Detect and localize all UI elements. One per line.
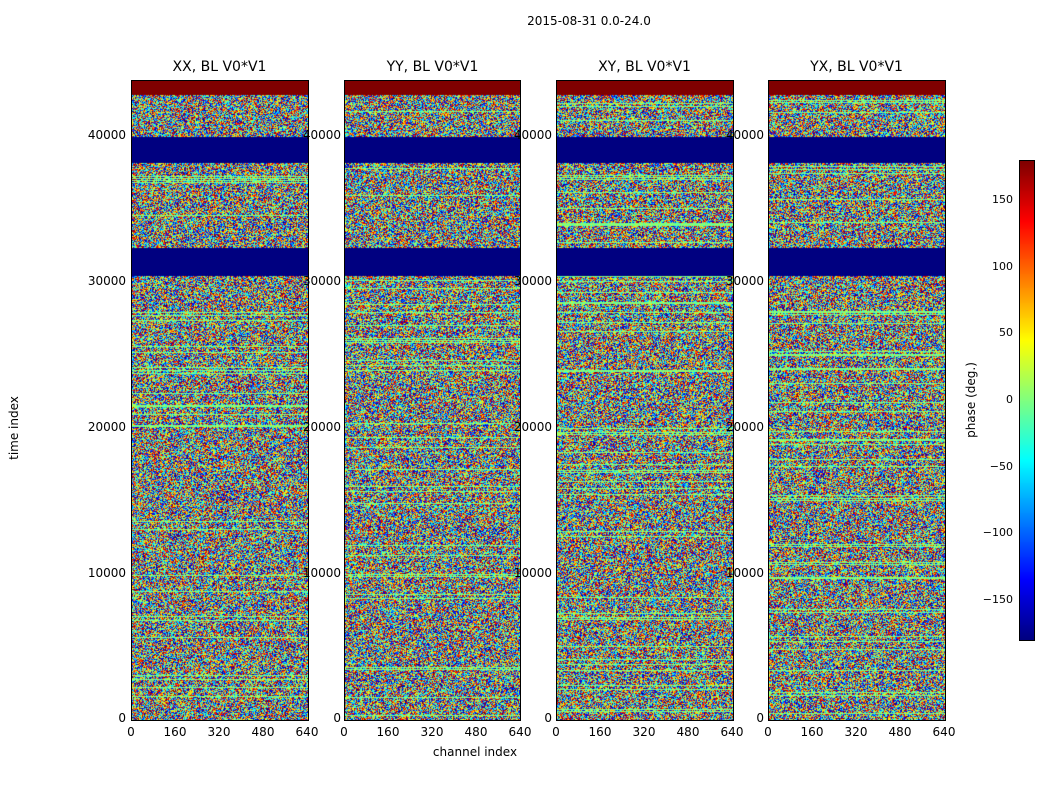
xtick-label: 320: [420, 725, 444, 739]
ytick-label: 0: [544, 711, 552, 725]
ytick-label: 0: [333, 711, 341, 725]
heatmap-panel-yx: [768, 80, 946, 721]
ytick-label: 30000: [87, 274, 126, 288]
xtick-label: 0: [764, 725, 772, 739]
xtick-label: 160: [163, 725, 187, 739]
ytick-label: 40000: [513, 128, 552, 142]
panel-title-yy: YY, BL V0*V1: [386, 59, 479, 75]
colorbar: [1019, 160, 1035, 641]
ytick-label: 40000: [87, 128, 126, 142]
xtick-label: 640: [295, 725, 319, 739]
y-axis-label: time index: [7, 396, 21, 460]
heatmap-panel-xx: [131, 80, 309, 721]
colorbar-tick-label: −150: [982, 593, 1013, 606]
panel-title-xx: XX, BL V0*V1: [172, 59, 267, 75]
panel-title-xy: XY, BL V0*V1: [598, 59, 691, 75]
colorbar-label: phase (deg.): [963, 362, 978, 438]
ytick-label: 30000: [302, 274, 341, 288]
xtick-label: 640: [932, 725, 956, 739]
xtick-label: 640: [720, 725, 744, 739]
xtick-label: 480: [676, 725, 700, 739]
ytick-label: 30000: [725, 274, 764, 288]
ytick-label: 10000: [87, 566, 126, 580]
xtick-label: 480: [251, 725, 275, 739]
x-axis-label: channel index: [432, 745, 518, 759]
xtick-label: 160: [800, 725, 824, 739]
ytick-label: 0: [756, 711, 764, 725]
ytick-label: 20000: [513, 420, 552, 434]
xtick-label: 320: [844, 725, 868, 739]
colorbar-tick-label: 50: [999, 326, 1013, 339]
ytick-label: 0: [118, 711, 126, 725]
figure-title: 2015-08-31 0.0-24.0: [527, 14, 651, 28]
ytick-label: 20000: [725, 420, 764, 434]
colorbar-tick-label: 100: [992, 260, 1013, 273]
colorbar-tick-label: 0: [1006, 393, 1013, 406]
ytick-label: 20000: [302, 420, 341, 434]
colorbar-tick-label: 150: [992, 193, 1013, 206]
ytick-label: 20000: [87, 420, 126, 434]
xtick-label: 0: [127, 725, 135, 739]
xtick-label: 160: [588, 725, 612, 739]
xtick-label: 640: [508, 725, 532, 739]
colorbar-tick-label: −100: [982, 526, 1013, 539]
ytick-label: 10000: [725, 566, 764, 580]
xtick-label: 320: [207, 725, 231, 739]
xtick-label: 480: [888, 725, 912, 739]
colorbar-tick-label: −50: [989, 460, 1013, 473]
ytick-label: 10000: [302, 566, 341, 580]
ytick-label: 10000: [513, 566, 552, 580]
xtick-label: 160: [376, 725, 400, 739]
xtick-label: 0: [340, 725, 348, 739]
heatmap-panel-xy: [556, 80, 734, 721]
ytick-label: 40000: [302, 128, 341, 142]
xtick-label: 320: [632, 725, 656, 739]
xtick-label: 480: [464, 725, 488, 739]
ytick-label: 30000: [513, 274, 552, 288]
panel-title-yx: YX, BL V0*V1: [810, 59, 903, 75]
xtick-label: 0: [552, 725, 560, 739]
ytick-label: 40000: [725, 128, 764, 142]
heatmap-panel-yy: [344, 80, 521, 721]
